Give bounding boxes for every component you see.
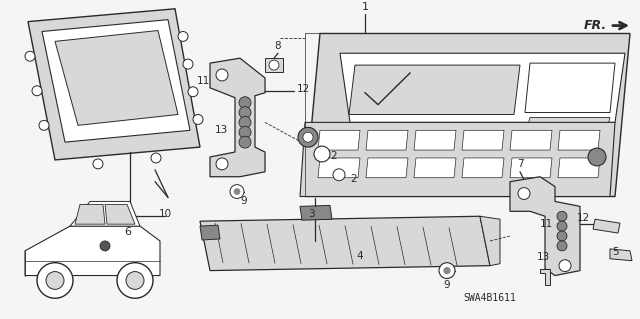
Circle shape <box>518 188 530 199</box>
Polygon shape <box>462 130 504 150</box>
Polygon shape <box>414 158 456 178</box>
Circle shape <box>559 260 571 271</box>
Polygon shape <box>610 249 632 261</box>
Circle shape <box>178 32 188 41</box>
Circle shape <box>444 268 450 274</box>
Text: 10: 10 <box>159 209 172 219</box>
Polygon shape <box>510 130 552 150</box>
Circle shape <box>439 263 455 278</box>
Circle shape <box>230 185 244 198</box>
Circle shape <box>234 189 240 195</box>
Circle shape <box>216 158 228 170</box>
Polygon shape <box>366 158 408 178</box>
Circle shape <box>333 169 345 181</box>
Polygon shape <box>558 130 600 150</box>
Circle shape <box>151 153 161 163</box>
Polygon shape <box>349 65 520 115</box>
Circle shape <box>183 59 193 69</box>
Text: SWA4B1611: SWA4B1611 <box>463 293 516 303</box>
Polygon shape <box>305 33 630 197</box>
Polygon shape <box>526 117 610 132</box>
Polygon shape <box>480 216 500 266</box>
Text: 11: 11 <box>540 219 553 229</box>
Polygon shape <box>414 130 456 150</box>
Text: 9: 9 <box>241 197 247 206</box>
Circle shape <box>37 263 73 298</box>
Text: 12: 12 <box>297 84 310 94</box>
Circle shape <box>303 132 313 142</box>
Polygon shape <box>318 158 360 178</box>
Polygon shape <box>28 9 200 160</box>
Text: FR.: FR. <box>584 19 607 32</box>
Circle shape <box>557 211 567 221</box>
Circle shape <box>239 116 251 128</box>
Text: 12: 12 <box>577 213 590 223</box>
Polygon shape <box>318 130 360 150</box>
Bar <box>265 58 283 72</box>
Circle shape <box>239 126 251 138</box>
Polygon shape <box>366 130 408 150</box>
Circle shape <box>314 146 330 162</box>
Circle shape <box>239 97 251 108</box>
Text: 4: 4 <box>356 251 364 261</box>
Circle shape <box>193 115 203 124</box>
Text: 8: 8 <box>275 41 282 51</box>
Circle shape <box>269 60 279 70</box>
Circle shape <box>93 159 103 169</box>
Text: 3: 3 <box>308 209 315 219</box>
Text: 1: 1 <box>362 2 369 12</box>
Circle shape <box>117 263 153 298</box>
Text: 5: 5 <box>612 247 619 257</box>
Text: 2: 2 <box>350 174 356 184</box>
Polygon shape <box>200 225 220 240</box>
Circle shape <box>46 271 64 289</box>
Polygon shape <box>75 204 105 224</box>
Circle shape <box>100 241 110 251</box>
Polygon shape <box>105 204 135 224</box>
Polygon shape <box>300 122 615 197</box>
Circle shape <box>557 241 567 251</box>
Circle shape <box>25 51 35 61</box>
Text: 13: 13 <box>536 252 550 262</box>
Text: 2: 2 <box>330 151 337 161</box>
Polygon shape <box>25 226 160 276</box>
Polygon shape <box>210 58 265 177</box>
Circle shape <box>188 87 198 97</box>
Polygon shape <box>558 158 600 178</box>
Text: 9: 9 <box>444 280 451 291</box>
Polygon shape <box>525 63 615 113</box>
Circle shape <box>126 271 144 289</box>
Text: 13: 13 <box>215 125 228 135</box>
Circle shape <box>557 221 567 231</box>
Circle shape <box>239 107 251 118</box>
Circle shape <box>298 127 318 147</box>
Circle shape <box>588 148 606 166</box>
Circle shape <box>239 136 251 148</box>
Polygon shape <box>70 201 140 226</box>
Polygon shape <box>55 31 178 125</box>
Text: 6: 6 <box>125 227 131 237</box>
Polygon shape <box>593 219 620 233</box>
Circle shape <box>216 69 228 81</box>
Circle shape <box>557 231 567 241</box>
Circle shape <box>39 120 49 130</box>
Polygon shape <box>300 205 332 220</box>
Circle shape <box>32 86 42 96</box>
Polygon shape <box>510 158 552 178</box>
Polygon shape <box>540 269 550 286</box>
Text: 11: 11 <box>196 76 210 86</box>
Polygon shape <box>462 158 504 178</box>
Text: 7: 7 <box>516 159 524 169</box>
Polygon shape <box>340 53 625 122</box>
Polygon shape <box>510 177 580 276</box>
Polygon shape <box>42 20 190 142</box>
Polygon shape <box>200 216 490 271</box>
